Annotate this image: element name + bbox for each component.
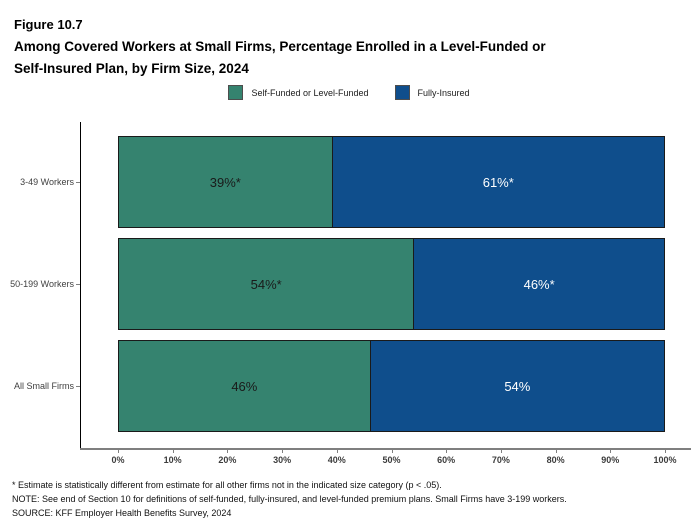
x-axis-tick xyxy=(610,448,612,453)
category-label: All Small Firms xyxy=(14,381,74,391)
y-axis-tick xyxy=(76,182,80,183)
x-tick-label: 0% xyxy=(111,455,125,465)
footnotes: * Estimate is statistically different fr… xyxy=(12,478,696,520)
x-tick-label: 70% xyxy=(491,455,510,465)
figure-number: Figure 10.7 xyxy=(14,17,83,32)
x-tick-label: 90% xyxy=(601,455,620,465)
figure-title-line-2: Self-Insured Plan, by Firm Size, 2024 xyxy=(14,61,249,76)
footnote-source: SOURCE: KFF Employer Health Benefits Sur… xyxy=(12,508,232,518)
y-axis-line xyxy=(80,122,81,448)
legend-label-self-funded: Self-Funded or Level-Funded xyxy=(251,87,369,98)
x-tick-label: 100% xyxy=(653,455,677,465)
legend-item-self-funded: Self-Funded or Level-Funded xyxy=(228,85,369,100)
x-axis-tick xyxy=(172,448,174,453)
bar-segment-fully-insured: 61%* xyxy=(331,137,664,227)
x-tick-label: 20% xyxy=(218,455,237,465)
x-tick-label: 10% xyxy=(163,455,182,465)
bar-row: 54%* 46%* xyxy=(118,238,665,330)
bar-segment-fully-insured: 46%* xyxy=(413,239,664,329)
x-axis-tick xyxy=(665,448,666,453)
x-axis-tick xyxy=(227,448,229,453)
footnote-estimate: * Estimate is statistically different fr… xyxy=(12,480,442,490)
footnote-note: NOTE: See end of Section 10 for definiti… xyxy=(12,494,567,504)
legend-swatch-fully-insured xyxy=(394,85,410,100)
bar-row: 46% 54% xyxy=(118,340,665,432)
legend-label-fully-insured: Fully-Insured xyxy=(417,87,470,98)
y-axis-tick xyxy=(76,284,80,285)
bar-segment-self-funded: 54%* xyxy=(119,239,414,329)
x-axis-tick xyxy=(446,448,448,453)
bar-segment-fully-insured: 54% xyxy=(369,341,664,431)
legend-swatch-self-funded xyxy=(228,85,244,100)
title-block: Figure 10.7 Among Covered Workers at Sma… xyxy=(14,14,674,80)
x-axis-tick xyxy=(555,448,557,453)
x-axis-line xyxy=(80,448,691,450)
x-tick-label: 60% xyxy=(437,455,456,465)
bar-segment-self-funded: 39%* xyxy=(119,137,332,227)
x-axis-tick xyxy=(118,448,119,453)
x-axis-tick xyxy=(500,448,502,453)
bar-segment-self-funded: 46% xyxy=(119,341,370,431)
x-tick-label: 30% xyxy=(273,455,292,465)
bar-row: 39%* 61%* xyxy=(118,136,665,228)
figure-title-line-1: Among Covered Workers at Small Firms, Pe… xyxy=(14,39,546,54)
x-tick-label: 40% xyxy=(327,455,346,465)
legend-item-fully-insured: Fully-Insured xyxy=(394,85,470,100)
y-axis-tick xyxy=(76,386,80,387)
x-axis-tick xyxy=(391,448,393,453)
x-tick-label: 80% xyxy=(546,455,565,465)
x-axis-tick xyxy=(336,448,338,453)
legend: Self-Funded or Level-Funded Fully-Insure… xyxy=(0,85,698,100)
category-label: 3-49 Workers xyxy=(20,177,74,187)
category-label: 50-199 Workers xyxy=(10,279,74,289)
x-axis-tick xyxy=(282,448,284,453)
x-tick-label: 50% xyxy=(382,455,401,465)
